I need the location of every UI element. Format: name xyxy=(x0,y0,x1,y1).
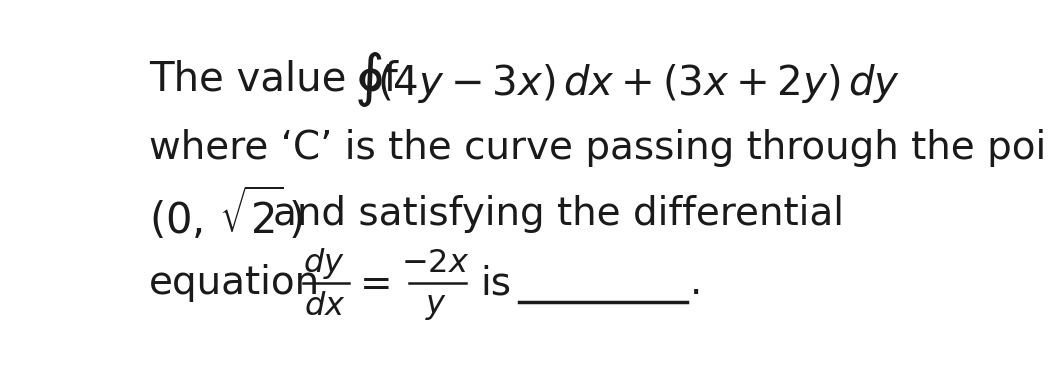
Text: and satisfying the differential: and satisfying the differential xyxy=(274,195,844,233)
Text: equation: equation xyxy=(149,264,320,302)
Text: $-2x$: $-2x$ xyxy=(401,248,470,279)
Text: The value of: The value of xyxy=(149,60,411,100)
Text: $y$: $y$ xyxy=(424,291,446,322)
Text: is: is xyxy=(480,264,511,302)
Text: .: . xyxy=(690,264,702,302)
Text: $(0,\,\sqrt{2}\,)$: $(0,\,\sqrt{2}\,)$ xyxy=(149,185,303,243)
Text: $\oint\!(4y-3x)\,dx+(3x+2y)\,dy$: $\oint\!(4y-3x)\,dx+(3x+2y)\,dy$ xyxy=(354,50,900,109)
Text: where ‘C’ is the curve passing through the point: where ‘C’ is the curve passing through t… xyxy=(149,129,1048,166)
Text: $=$: $=$ xyxy=(351,264,390,302)
Text: $dy$: $dy$ xyxy=(304,246,345,280)
Text: $dx$: $dx$ xyxy=(304,291,345,322)
